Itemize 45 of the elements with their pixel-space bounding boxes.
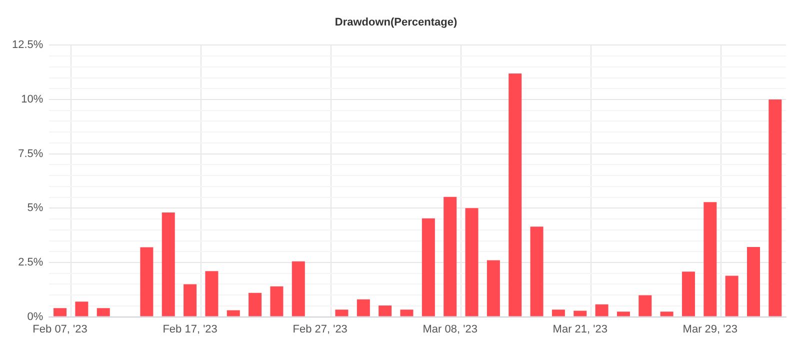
- bar: [660, 312, 674, 316]
- bar: [226, 310, 240, 316]
- bar: [486, 260, 500, 316]
- bar: [270, 286, 284, 316]
- bar: [205, 271, 218, 316]
- bar: [704, 202, 717, 316]
- bar: [75, 302, 88, 316]
- bar: [96, 308, 110, 316]
- bar: [248, 292, 262, 316]
- y-tick-label: 7.5%: [18, 148, 44, 160]
- bar: [140, 247, 154, 316]
- bar: [292, 261, 305, 316]
- bar: [638, 295, 652, 316]
- bar: [530, 226, 544, 316]
- y-tick-label: 5%: [27, 202, 44, 214]
- y-tick-label: 12.5%: [12, 39, 44, 52]
- y-tick-label: 10%: [21, 94, 44, 106]
- bar: [746, 247, 760, 316]
- bar: [682, 272, 695, 316]
- x-tick-label: Feb 27, '23: [292, 323, 348, 336]
- bar: [595, 304, 608, 316]
- bar: [574, 310, 587, 316]
- bar: [508, 73, 522, 316]
- chart-title: Drawdown(Percentage): [334, 16, 458, 29]
- bar: [616, 312, 630, 316]
- bar: [378, 306, 392, 316]
- bar: [335, 310, 348, 316]
- bar: [725, 276, 738, 316]
- bar: [768, 100, 782, 316]
- bar: [54, 308, 67, 316]
- bar: [184, 284, 197, 316]
- bar: [162, 212, 175, 316]
- y-tick-label: 2.5%: [18, 256, 44, 269]
- x-tick-label: Mar 21, '23: [552, 323, 608, 336]
- bar: [444, 196, 457, 316]
- x-tick-label: Mar 08, '23: [422, 323, 478, 336]
- bar: [465, 208, 478, 316]
- bar: [356, 299, 370, 316]
- bar: [400, 310, 414, 316]
- bar: [422, 218, 435, 316]
- x-tick-label: Mar 29, '23: [682, 323, 738, 336]
- y-tick-label: 0%: [27, 310, 44, 323]
- x-tick-label: Feb 07, '23: [32, 323, 88, 336]
- x-tick-label: Feb 17, '23: [162, 323, 218, 336]
- bar: [552, 310, 565, 316]
